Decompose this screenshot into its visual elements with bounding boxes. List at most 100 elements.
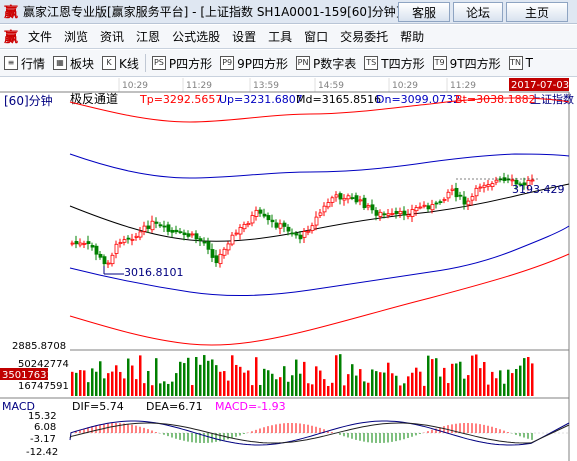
time-axis: 10:29 11:29 13:59 14:59 10:29 11:29: [118, 78, 476, 92]
low-annotation: 3016.8101: [124, 266, 184, 279]
volume-bar: [247, 370, 250, 396]
time-tick-label: 13:59: [253, 81, 279, 91]
tool-9p-square-button[interactable]: P9 9P四方形: [216, 52, 292, 74]
time-tick-label: 10:29: [392, 81, 418, 91]
home-button[interactable]: 主页: [506, 2, 568, 22]
volume-bar: [87, 382, 90, 396]
volume-bar: [491, 371, 494, 396]
grid-icon: ▦: [53, 56, 68, 70]
volume-bar: [71, 371, 74, 396]
volume-bar: [211, 359, 214, 396]
candle-body: [86, 241, 91, 245]
volume-bar: [455, 363, 458, 396]
volume-current-badge: [0, 368, 48, 380]
list-icon: ≡: [4, 56, 18, 70]
volume-bar: [451, 363, 454, 396]
volume-bar: [443, 367, 446, 396]
volume-bar: [311, 384, 314, 396]
tool-p-square-button[interactable]: PS P四方形: [148, 52, 216, 74]
volume-bar: [335, 355, 338, 396]
menu-item-browse[interactable]: 浏览: [64, 30, 89, 44]
menu-item-file[interactable]: 文件: [28, 30, 53, 44]
candle-body: [286, 226, 291, 232]
candle-body: [150, 220, 155, 231]
menu-item-formula[interactable]: 公式选股: [172, 30, 221, 44]
candle-body: [386, 213, 391, 216]
candle-body: [266, 215, 271, 221]
candle-body: [474, 187, 479, 197]
volume-bar: [191, 385, 194, 396]
volume-bar: [363, 381, 366, 396]
candle-body: [290, 232, 295, 235]
9t-square-icon: T9: [432, 56, 447, 70]
macd-dea: DEA=6.71: [146, 400, 203, 413]
candle-body: [298, 234, 303, 240]
tool-label: 9T四方形: [449, 56, 501, 71]
candle-body: [494, 179, 499, 183]
tool-t-number-table-button[interactable]: TN T: [505, 52, 537, 74]
volume-bar: [83, 370, 86, 396]
candle-body: [222, 248, 227, 256]
candle-body: [162, 225, 167, 228]
menu-item-gann[interactable]: 江恩: [136, 30, 161, 44]
candle-body: [226, 243, 231, 251]
candle-body: [294, 233, 299, 236]
tool-quotes-button[interactable]: ≡ 行情: [0, 52, 49, 74]
volume-bar: [383, 372, 386, 396]
macd-value: MACD=-1.93: [215, 400, 286, 413]
tool-kline-button[interactable]: K K线: [98, 52, 143, 74]
tool-p-number-table-button[interactable]: PN P数字表: [292, 52, 360, 74]
candle-body: [114, 243, 119, 254]
candle-body: [94, 245, 99, 255]
volume-bar: [283, 366, 286, 396]
volume-bar: [271, 373, 274, 396]
upper-band-line: [69, 153, 570, 179]
menu-item-tools[interactable]: 工具: [268, 30, 293, 44]
tool-9t-square-button[interactable]: T9 9T四方形: [429, 52, 505, 74]
chart-area[interactable]: 10:29 11:29 13:59 14:59 10:29 11:29 2017-07-0…: [0, 78, 577, 461]
candle-body: [326, 202, 331, 208]
menu-item-help[interactable]: 帮助: [400, 30, 425, 44]
candle-body: [330, 197, 335, 203]
volume-bar: [307, 383, 310, 396]
candle-body: [102, 256, 107, 265]
dif-line: [69, 420, 570, 446]
period-label: [60]分钟: [4, 93, 53, 108]
volume-bar: [251, 385, 254, 396]
macd-axis-1: 15.32: [28, 411, 57, 422]
menu-item-trade[interactable]: 交易委托: [340, 30, 389, 44]
volume-bar: [79, 370, 82, 396]
p-number-table-icon: PN: [296, 56, 311, 70]
volume-bar: [159, 383, 162, 396]
param-bt: Bt=3038.1882: [455, 93, 536, 106]
t-number-table-icon: TN: [508, 56, 523, 70]
menu-item-news[interactable]: 资讯: [100, 30, 125, 44]
candle-body: [322, 205, 327, 213]
forum-button[interactable]: 论坛: [453, 2, 503, 22]
volume-bar: [127, 358, 130, 396]
volume-bar: [371, 369, 374, 396]
middle-line: [69, 183, 570, 242]
candle-body: [122, 239, 127, 243]
volume-bar: [259, 384, 262, 396]
candle-body: [390, 213, 395, 215]
tool-sector-button[interactable]: ▦ 板块: [49, 52, 98, 74]
candle-body: [446, 191, 451, 199]
tool-t-square-button[interactable]: TS T四方形: [360, 52, 428, 74]
menu-item-settings[interactable]: 设置: [232, 30, 257, 44]
menu-item-window[interactable]: 窗口: [304, 30, 329, 44]
candle-body: [346, 195, 351, 200]
candle-body: [470, 196, 475, 201]
candle-body: [314, 216, 319, 226]
candle-body: [178, 231, 183, 234]
volume-bar: [167, 383, 170, 396]
candle-body: [462, 196, 467, 205]
volume-bar: [495, 378, 498, 396]
date-label: 2017-07-03: [511, 80, 569, 91]
candle-body: [334, 194, 339, 198]
service-button[interactable]: 客服: [398, 2, 450, 22]
candle-body: [230, 234, 235, 245]
toolbar-divider: [144, 54, 146, 72]
candle-body: [478, 186, 483, 189]
candle-body: [438, 201, 443, 203]
